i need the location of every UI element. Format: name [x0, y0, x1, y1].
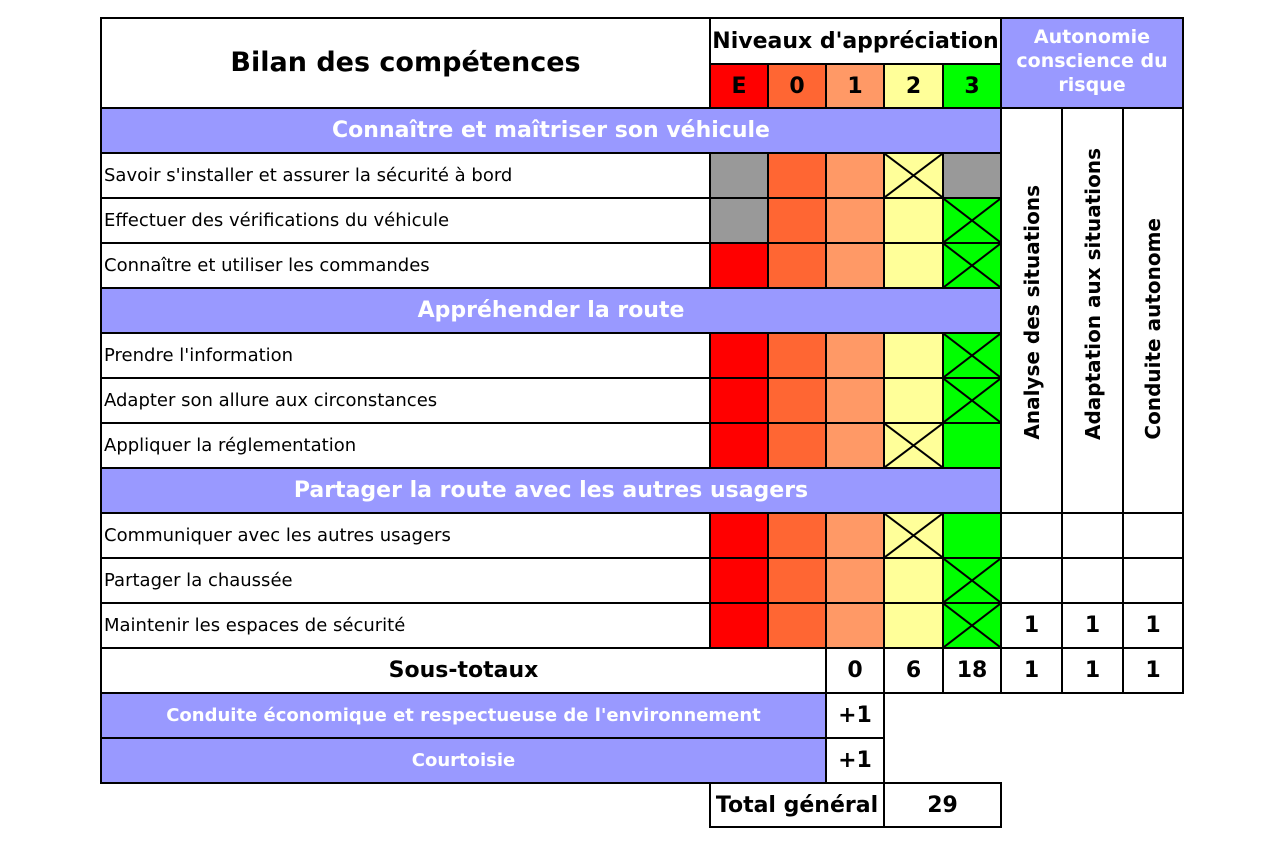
level-cell[interactable]	[883, 377, 944, 424]
level-header-0: 0	[767, 63, 827, 109]
level-cell[interactable]	[825, 332, 885, 379]
level-cell[interactable]	[883, 197, 944, 244]
competence-row-label: Adapter son allure aux circonstances	[100, 377, 711, 424]
section-title-vehicule: Connaître et maîtriser son véhicule	[100, 107, 1002, 154]
autonomy-col-conduite: Conduite autonome	[1122, 107, 1184, 514]
competence-row-label: Partager la chaussée	[100, 557, 711, 604]
autonomy-cell	[1122, 512, 1184, 559]
competence-row-label: Savoir s'installer et assurer la sécurit…	[100, 152, 711, 199]
autonomy-col-adaptation: Adaptation aux situations	[1061, 107, 1124, 514]
level-cell[interactable]	[767, 422, 827, 469]
level-cell[interactable]	[767, 197, 827, 244]
competence-row-label: Maintenir les espaces de sécurité	[100, 602, 711, 649]
cross-mark-icon	[944, 244, 1000, 287]
cross-mark-icon	[944, 379, 1000, 422]
level-header-1: 1	[825, 63, 885, 109]
level-cell[interactable]	[767, 512, 827, 559]
sous-total-level-1: 0	[825, 647, 885, 694]
cross-mark-icon	[885, 424, 942, 467]
level-cell[interactable]	[825, 557, 885, 604]
sous-total-level-3: 18	[942, 647, 1002, 694]
bonus-value-courtoisie: +1	[825, 737, 885, 784]
level-cell[interactable]	[709, 602, 769, 649]
autonomy-cell: 1	[1122, 602, 1184, 649]
bonus-label-courtoisie: Courtoisie	[100, 737, 827, 784]
level-header-e: E	[709, 63, 769, 109]
level-cell[interactable]	[883, 602, 944, 649]
level-cell[interactable]	[709, 512, 769, 559]
section-title-usagers: Partager la route avec les autres usager…	[100, 467, 1002, 514]
level-header-2: 2	[883, 63, 944, 109]
level-cell[interactable]	[767, 152, 827, 199]
competence-row-label: Appliquer la réglementation	[100, 422, 711, 469]
level-cell[interactable]	[942, 512, 1002, 559]
level-cell-checked[interactable]	[942, 197, 1002, 244]
level-cell[interactable]	[767, 242, 827, 289]
table-title: Bilan des compétences	[100, 17, 711, 109]
level-header-3: 3	[942, 63, 1002, 109]
bonus-value-eco: +1	[825, 692, 885, 739]
autonomy-cell	[1061, 512, 1124, 559]
level-cell[interactable]	[942, 422, 1002, 469]
autonomy-col-analyse: Analyse des situations	[1000, 107, 1063, 514]
level-cell-checked[interactable]	[942, 242, 1002, 289]
cross-mark-icon	[944, 604, 1000, 647]
competence-row-label: Connaître et utiliser les commandes	[100, 242, 711, 289]
cross-mark-icon	[944, 334, 1000, 377]
cross-mark-icon	[944, 199, 1000, 242]
sous-total-autonomy: 1	[1122, 647, 1184, 694]
level-cell[interactable]	[883, 242, 944, 289]
level-cell[interactable]	[767, 332, 827, 379]
level-cell[interactable]	[709, 332, 769, 379]
competence-row-label: Communiquer avec les autres usagers	[100, 512, 711, 559]
level-cell[interactable]	[825, 152, 885, 199]
level-cell-checked[interactable]	[942, 557, 1002, 604]
level-cell-checked[interactable]	[942, 332, 1002, 379]
level-cell[interactable]	[709, 242, 769, 289]
level-cell[interactable]	[825, 602, 885, 649]
level-cell[interactable]	[709, 422, 769, 469]
level-cell[interactable]	[825, 512, 885, 559]
niveaux-header: Niveaux d'appréciation	[709, 17, 1002, 65]
level-cell-checked[interactable]	[883, 152, 944, 199]
level-cell[interactable]	[767, 557, 827, 604]
level-cell[interactable]	[709, 152, 769, 199]
total-label: Total général	[709, 782, 885, 828]
bonus-label-eco: Conduite économique et respectueuse de l…	[100, 692, 827, 739]
level-cell-checked[interactable]	[942, 602, 1002, 649]
autonomy-cell: 1	[1061, 602, 1124, 649]
total-value: 29	[883, 782, 1002, 828]
level-cell[interactable]	[825, 242, 885, 289]
competence-row-label: Prendre l'information	[100, 332, 711, 379]
sous-totaux-label: Sous-totaux	[100, 647, 827, 694]
autonomy-cell	[1061, 557, 1124, 604]
level-cell-checked[interactable]	[883, 512, 944, 559]
level-cell[interactable]	[942, 152, 1002, 199]
cross-mark-icon	[885, 154, 942, 197]
level-cell[interactable]	[825, 422, 885, 469]
level-cell[interactable]	[767, 377, 827, 424]
level-cell-checked[interactable]	[883, 422, 944, 469]
sous-total-autonomy: 1	[1000, 647, 1063, 694]
cross-mark-icon	[885, 514, 942, 557]
level-cell[interactable]	[883, 557, 944, 604]
sous-total-level-2: 6	[883, 647, 944, 694]
level-cell[interactable]	[767, 602, 827, 649]
level-cell[interactable]	[883, 332, 944, 379]
level-cell[interactable]	[709, 377, 769, 424]
competence-row-label: Effectuer des vérifications du véhicule	[100, 197, 711, 244]
autonomy-cell: 1	[1000, 602, 1063, 649]
level-cell[interactable]	[825, 197, 885, 244]
autonomy-cell	[1000, 512, 1063, 559]
autonomie-header: Autonomie conscience du risque	[1000, 17, 1184, 109]
autonomy-cell	[1122, 557, 1184, 604]
cross-mark-icon	[944, 559, 1000, 602]
sous-total-autonomy: 1	[1061, 647, 1124, 694]
level-cell-checked[interactable]	[942, 377, 1002, 424]
level-cell[interactable]	[709, 557, 769, 604]
level-cell[interactable]	[825, 377, 885, 424]
level-cell[interactable]	[709, 197, 769, 244]
autonomy-cell	[1000, 557, 1063, 604]
section-title-route: Appréhender la route	[100, 287, 1002, 334]
